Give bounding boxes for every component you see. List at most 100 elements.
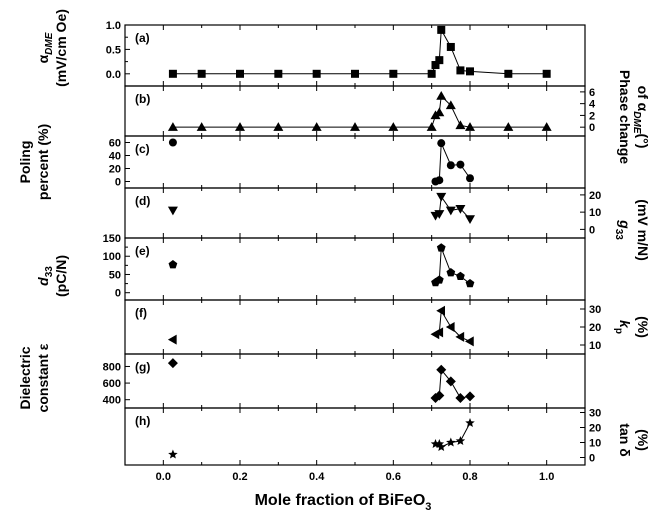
- data-point: [434, 107, 445, 117]
- y-title-h-units: (%): [635, 429, 651, 451]
- data-point: [350, 122, 360, 131]
- y-tick-label: 0: [115, 288, 121, 300]
- panel-label: (d): [135, 194, 150, 208]
- x-tick-label: 0.6: [386, 471, 401, 483]
- data-point: [465, 215, 475, 225]
- y-tick-label: 6: [589, 87, 595, 99]
- panel-a: 0.0 0.5 1.0 (a): [106, 20, 586, 87]
- data-point: [445, 322, 455, 332]
- data-point: [455, 393, 466, 404]
- data-point: [311, 122, 322, 131]
- panel-label: (e): [135, 244, 150, 258]
- data-point: [465, 336, 474, 347]
- data-point: [437, 25, 446, 34]
- data-point: [445, 206, 456, 216]
- data-point: [456, 160, 465, 169]
- x-axis: 0.0 0.2 0.4 0.6 0.8 1.0: [156, 471, 555, 483]
- panel-h: 0 10 20 30 (h): [124, 407, 601, 466]
- data-point: [274, 69, 283, 78]
- y-tick-label: 40: [109, 151, 121, 163]
- y-tick-label: 10: [589, 207, 601, 219]
- y-tick-label: 0: [589, 453, 595, 465]
- data-point: [504, 69, 513, 78]
- panel-d: 0 10 20 (d): [124, 187, 601, 239]
- series-line: [172, 94, 547, 128]
- data-point: [542, 69, 551, 78]
- data-point: [446, 268, 456, 277]
- data-point: [388, 122, 399, 131]
- data-point: [436, 305, 445, 316]
- x-tick-label: 0.0: [156, 471, 171, 483]
- y-title-e: d33: [35, 266, 55, 286]
- panel-label: (c): [135, 142, 150, 156]
- data-point: [436, 364, 447, 375]
- data-point: [167, 122, 178, 131]
- data-point: [312, 69, 321, 78]
- panel-frame: [124, 407, 586, 466]
- panel-f: 10 20 30 (f): [124, 299, 601, 355]
- y-tick-label: 10: [589, 340, 601, 352]
- x-tick-label: 0.4: [309, 471, 325, 483]
- data-point: [434, 210, 445, 219]
- data-point: [446, 161, 455, 170]
- y-title-b-units: of αDME(°): [631, 86, 651, 149]
- data-point: [434, 327, 444, 338]
- data-point: [455, 331, 465, 342]
- data-point: [436, 91, 447, 100]
- data-point: [455, 436, 466, 446]
- y-tick-label: 0: [589, 224, 595, 236]
- data-point: [456, 66, 465, 75]
- y-tick-label: 20: [589, 190, 601, 202]
- data-point: [503, 122, 514, 131]
- panel-frame: [124, 237, 586, 301]
- data-point: [465, 278, 475, 288]
- y-title-e-units: (pC/N): [53, 255, 69, 297]
- y-title-b: Phase change: [617, 70, 633, 164]
- data-point: [434, 275, 444, 284]
- y-title-f-units: (%): [635, 316, 651, 338]
- y-title-d-units: (mV m/N): [635, 199, 651, 260]
- data-point: [446, 42, 455, 51]
- y-title-a-units: (mV/cm Oe): [53, 9, 69, 87]
- panel-frame: [124, 135, 586, 189]
- y-tick-label: 50: [109, 269, 121, 281]
- data-point: [434, 390, 445, 401]
- data-point: [351, 69, 359, 78]
- axis-titles: αDME (mV/cm Oe) Phase change of αDME(°) …: [17, 9, 651, 513]
- x-tick-label: 1.0: [539, 471, 554, 483]
- y-tick-label: 20: [589, 322, 601, 334]
- y-title-g: Dielectric: [17, 346, 33, 409]
- data-point: [389, 69, 398, 78]
- panel-label: (b): [135, 92, 150, 106]
- panel-label: (a): [135, 31, 150, 45]
- panel-label: (h): [135, 414, 150, 428]
- data-point: [235, 122, 245, 131]
- panel-frame: [124, 187, 586, 239]
- series-line: [172, 28, 547, 75]
- y-tick-label: 100: [103, 251, 121, 263]
- data-point: [436, 442, 447, 452]
- y-tick-label: 0.5: [106, 44, 121, 56]
- x-tick-label: 0.8: [462, 471, 477, 483]
- y-tick-label: 800: [103, 361, 121, 373]
- y-tick-label: 150: [103, 233, 121, 245]
- data-point: [167, 206, 178, 216]
- data-point: [427, 69, 436, 78]
- data-point: [168, 138, 177, 147]
- data-point: [168, 449, 178, 459]
- y-tick-label: 30: [589, 304, 601, 316]
- y-tick-label: 10: [589, 438, 601, 450]
- data-point: [436, 192, 447, 202]
- data-point: [431, 61, 440, 70]
- data-point: [466, 67, 474, 76]
- y-title-d: g33: [613, 219, 633, 240]
- data-point: [167, 358, 178, 369]
- data-point: [197, 69, 206, 78]
- y-title-c: Poling: [17, 141, 33, 184]
- y-tick-label: 20: [589, 423, 601, 435]
- y-title-h: tan δ: [617, 423, 633, 456]
- panel-label: (g): [135, 360, 150, 374]
- y-title-g-units: constant ε: [35, 343, 51, 412]
